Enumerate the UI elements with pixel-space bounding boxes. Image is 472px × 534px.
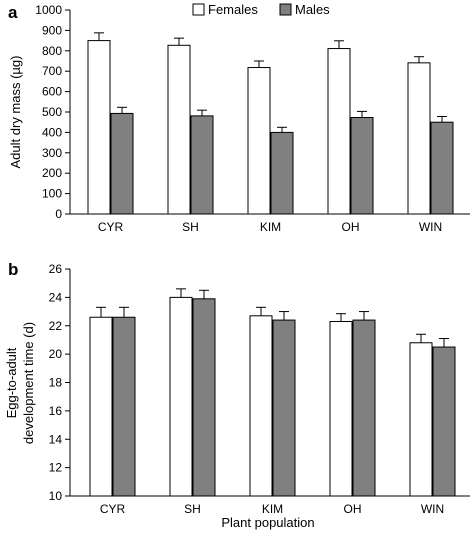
panel-a-letter: a: [8, 3, 18, 22]
y-tick-label-b-3: 16: [49, 404, 63, 418]
category-label-a-win: WIN: [419, 220, 442, 234]
y-tick-label-a-3: 300: [42, 146, 62, 160]
y-tick-label-b-6: 22: [49, 319, 63, 333]
category-label-a-cyr: CYR: [98, 220, 124, 234]
bar-b-male-kim: [272, 319, 296, 497]
y-tick-label-b-0: 10: [49, 489, 63, 503]
bar-a-female-cyr: [87, 40, 111, 215]
category-label-a-kim: KIM: [260, 220, 281, 234]
bar-b-female-win: [409, 342, 433, 497]
x-axis-title: Plant population: [221, 515, 314, 530]
y-tick-label-b-7: 24: [49, 290, 63, 304]
legend-label-females: Females: [208, 2, 258, 17]
bar-b-female-cyr: [89, 316, 113, 497]
y-tick-label-a-5: 500: [42, 105, 62, 119]
y-tick-label-b-2: 14: [49, 432, 63, 446]
category-label-a-sh: SH: [182, 220, 199, 234]
bar-a-male-oh: [350, 117, 374, 215]
bar-b-male-cyr: [112, 316, 136, 497]
panel-b: b Egg-to-adult development time (d) 10 12…: [4, 260, 470, 530]
y-tick-label-a-8: 800: [42, 44, 62, 58]
y-tick-label-a-0: 0: [55, 207, 62, 221]
panel-a: a Females Males Adult dry mass (µg) 0 100…: [8, 2, 470, 234]
bar-a-male-cyr: [110, 112, 134, 215]
bar-a-female-sh: [167, 44, 191, 215]
category-label-b-cyr: CYR: [100, 502, 126, 516]
y-axis-title-b-line2: development time (d): [21, 322, 36, 444]
category-label-a-oh: OH: [342, 220, 360, 234]
plot-a: 0 100 200 300 400 500 600 700 800 900 1000 CYR SH KIM…: [35, 3, 470, 234]
bar-b-female-sh: [169, 296, 193, 497]
bar-b-male-sh: [192, 298, 216, 497]
bar-a-female-win: [407, 62, 431, 215]
plot-b: 10 12 14 16 18 20 22 24 26 CYR SH KIM OH WIN: [49, 262, 470, 516]
y-tick-label-a-10: 1000: [35, 3, 62, 17]
category-label-b-win: WIN: [421, 502, 444, 516]
y-tick-label-b-8: 26: [49, 262, 63, 276]
y-axis-title-b-line1: Egg-to-adult: [4, 347, 19, 418]
bar-b-female-oh: [329, 320, 353, 497]
bar-b-male-oh: [352, 319, 376, 497]
category-label-b-kim: KIM: [262, 502, 283, 516]
legend: Females Males: [192, 2, 330, 17]
y-tick-label-a-2: 200: [42, 166, 62, 180]
bar-a-female-oh: [327, 48, 351, 215]
bar-a-male-win: [430, 121, 454, 215]
category-label-b-oh: OH: [344, 502, 362, 516]
y-axis-title-a: Adult dry mass (µg): [8, 56, 23, 169]
legend-swatch-males: [279, 3, 292, 16]
y-tick-label-a-6: 600: [42, 85, 62, 99]
bar-a-male-kim: [270, 131, 294, 215]
y-tick-label-b-4: 18: [49, 376, 63, 390]
bar-b-male-win: [432, 346, 456, 497]
bar-a-male-sh: [190, 115, 214, 215]
y-tick-label-a-7: 700: [42, 64, 62, 78]
legend-label-males: Males: [295, 2, 330, 17]
category-label-b-sh: SH: [184, 502, 201, 516]
panel-b-letter: b: [8, 260, 18, 279]
bar-b-female-kim: [249, 315, 273, 497]
y-tick-label-a-1: 100: [42, 187, 62, 201]
y-tick-label-a-9: 900: [42, 23, 62, 37]
legend-swatch-females: [192, 3, 205, 16]
y-tick-label-b-1: 12: [49, 461, 63, 475]
bar-a-female-kim: [247, 67, 271, 215]
y-tick-label-b-5: 20: [49, 347, 63, 361]
y-tick-label-a-4: 400: [42, 125, 62, 139]
